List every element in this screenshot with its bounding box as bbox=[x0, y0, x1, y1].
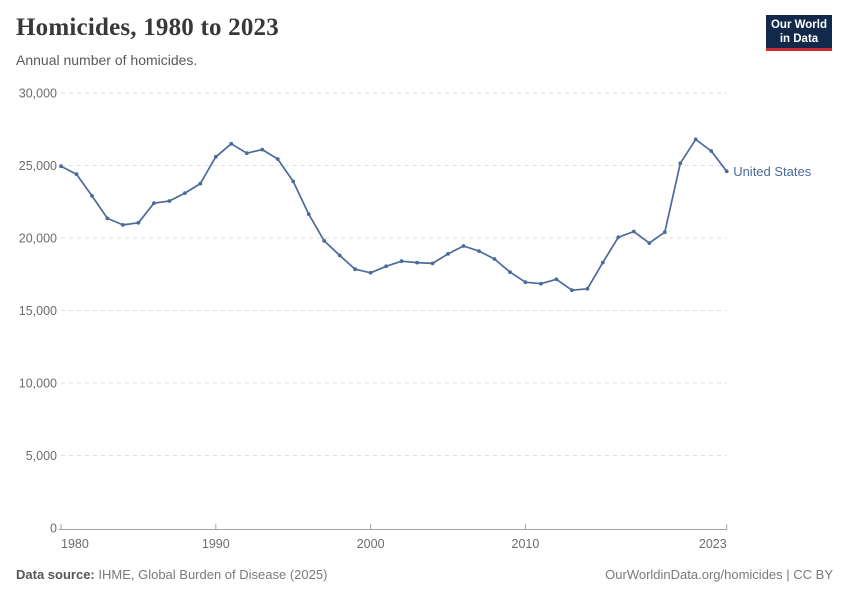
data-point-1992 bbox=[244, 151, 249, 156]
data-point-2021 bbox=[693, 137, 698, 142]
data-points bbox=[59, 137, 729, 293]
data-point-1988 bbox=[183, 191, 187, 196]
owid-logo-line1: Our World bbox=[770, 18, 827, 31]
data-point-2022 bbox=[709, 149, 714, 153]
data-point-2005 bbox=[446, 252, 450, 256]
data-point-2023 bbox=[724, 169, 729, 174]
y-tick-label-5000: 5,000 bbox=[26, 449, 57, 463]
data-point-2017 bbox=[631, 229, 636, 234]
data-source-label: Data source: bbox=[16, 567, 95, 582]
data-point-1989 bbox=[198, 181, 203, 186]
page-title: Homicides, 1980 to 2023 bbox=[16, 14, 279, 41]
x-tick-label-2010: 2010 bbox=[512, 537, 540, 551]
data-point-1991 bbox=[229, 141, 234, 146]
data-point-1981 bbox=[74, 172, 79, 177]
data-point-2018 bbox=[647, 241, 652, 246]
y-tick-label-25000: 25,000 bbox=[19, 159, 57, 173]
data-point-1993 bbox=[260, 147, 265, 152]
y-axis-labels: 0 5,000 10,000 15,000 20,000 25,000 30,000 bbox=[19, 87, 57, 536]
x-tick-label-1990: 1990 bbox=[202, 537, 230, 551]
x-axis-labels: 1980 1990 2000 2010 2023 bbox=[61, 537, 727, 551]
data-line-united-states[interactable] bbox=[60, 138, 728, 292]
y-tick-label-30000: 30,000 bbox=[19, 87, 57, 101]
data-point-1983 bbox=[105, 216, 110, 221]
data-point-1999 bbox=[353, 267, 357, 272]
data-point-2019 bbox=[662, 230, 667, 235]
data-point-2010 bbox=[523, 280, 528, 285]
x-tick-label-2023: 2023 bbox=[699, 537, 727, 551]
data-point-1980 bbox=[59, 164, 63, 169]
data-point-1987 bbox=[167, 199, 172, 203]
license-link[interactable]: OurWorldinData.org/homicides | CC BY bbox=[605, 567, 833, 582]
y-tick-label-0: 0 bbox=[50, 522, 57, 536]
data-point-2014 bbox=[585, 286, 590, 291]
data-point-2013 bbox=[570, 288, 574, 293]
data-point-1984 bbox=[121, 223, 125, 227]
y-tick-label-15000: 15,000 bbox=[19, 304, 57, 318]
data-point-2009 bbox=[508, 270, 512, 274]
data-point-1982 bbox=[90, 194, 94, 198]
chart-subtitle: Annual number of homicides. bbox=[16, 52, 198, 68]
data-point-2007 bbox=[477, 249, 481, 254]
data-point-2016 bbox=[616, 235, 621, 240]
data-point-2008 bbox=[492, 257, 497, 261]
data-point-1990 bbox=[213, 154, 218, 159]
data-point-2012 bbox=[554, 277, 559, 282]
data-point-1998 bbox=[337, 253, 342, 258]
series-end-label[interactable]: United States bbox=[733, 164, 812, 179]
data-point-1997 bbox=[322, 239, 327, 243]
data-source-value: IHME, Global Burden of Disease (2025) bbox=[94, 567, 328, 582]
owid-logo[interactable]: Our World in Data bbox=[766, 15, 832, 51]
data-point-2002 bbox=[399, 259, 404, 264]
y-gridlines bbox=[61, 92, 727, 456]
x-axis-ticks bbox=[60, 524, 728, 530]
data-point-2006 bbox=[461, 244, 466, 248]
x-tick-label-1980: 1980 bbox=[61, 537, 89, 551]
owid-logo-line2: in Data bbox=[779, 32, 819, 45]
y-tick-label-20000: 20,000 bbox=[19, 232, 57, 246]
y-tick-label-10000: 10,000 bbox=[19, 377, 57, 391]
chart-footer: Data source: IHME, Global Burden of Dise… bbox=[16, 567, 833, 582]
data-point-1996 bbox=[306, 212, 311, 217]
data-point-2015 bbox=[600, 260, 605, 265]
data-point-1994 bbox=[275, 157, 280, 161]
data-point-2003 bbox=[415, 260, 419, 265]
data-point-2011 bbox=[539, 281, 543, 286]
data-point-2001 bbox=[384, 264, 388, 269]
data-point-1995 bbox=[291, 179, 296, 184]
data-point-2000 bbox=[368, 270, 373, 275]
data-source: Data source: IHME, Global Burden of Dise… bbox=[16, 567, 327, 582]
data-point-1986 bbox=[152, 201, 156, 206]
data-point-2004 bbox=[430, 261, 435, 266]
data-point-2020 bbox=[678, 161, 683, 166]
x-tick-label-2000: 2000 bbox=[357, 537, 385, 551]
data-point-1985 bbox=[136, 220, 141, 225]
